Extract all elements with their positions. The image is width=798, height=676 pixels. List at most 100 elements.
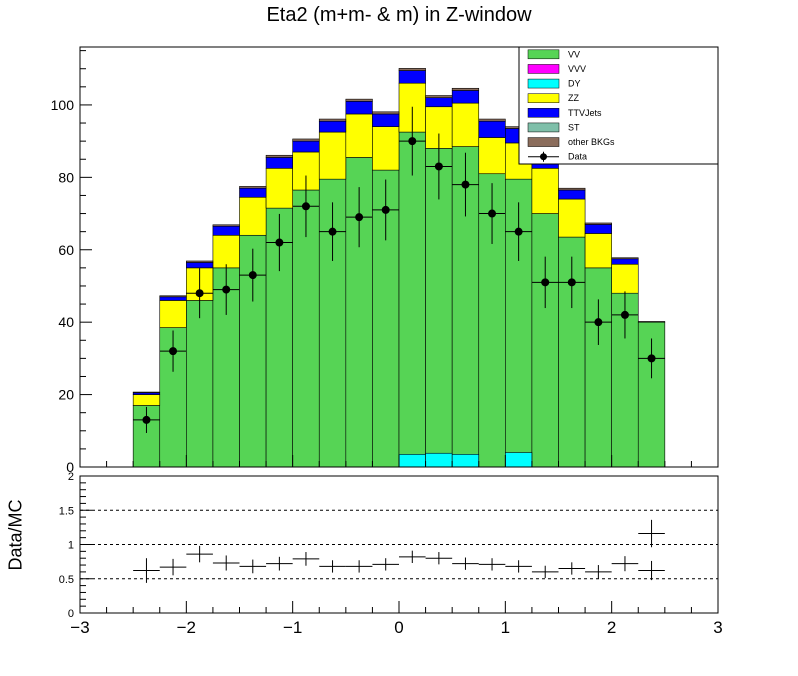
bar-other-bkgs-11 [425,95,453,98]
bar-other-bkgs-13 [478,118,506,122]
data-point-9 [381,205,390,214]
y-tick-label: 100 [51,97,75,113]
y-tick-label: 40 [58,314,74,330]
x-tick-label: 1 [501,618,510,637]
bar-other-bkgs-5 [265,154,293,158]
x-tick-label: 3 [713,618,722,637]
ratio-y-tick-label: 1 [68,540,74,552]
bar-zz-17 [584,233,612,269]
bar-other-bkgs-19 [637,321,666,323]
bar-ttvjets-10 [398,70,426,84]
x-tick-label: −2 [177,618,196,637]
legend-label-7: Data [568,152,587,162]
legend-label-4: TTVJets [568,108,602,118]
y-tick-label: 0 [66,459,74,475]
bar-other-bkgs-1 [159,295,187,298]
bar-ttvjets-4 [239,187,267,198]
bar-zz-5 [265,167,293,209]
bar-zz-3 [212,234,240,269]
bar-dy-14 [505,452,533,468]
bar-zz-0 [132,394,161,406]
bar-ttvjets-3 [212,225,240,236]
legend-label-3: ZZ [568,93,579,103]
bar-ttvjets-11 [425,97,453,108]
bar-zz-1 [159,300,187,328]
ratio-y-tick-label: 0 [68,608,74,620]
data-point-15 [541,278,550,287]
bar-vv-17 [584,267,612,468]
x-tick-label: 0 [394,618,403,637]
ratio-plot: 0 0.5 1 1.5 2 −3 −2 −1 0 1 2 3 [59,471,723,637]
bar-zz-18 [611,263,639,294]
data-point-10 [408,137,417,146]
data-point-8 [355,213,364,222]
data-point-17 [594,318,603,327]
legend-swatch-6 [527,137,560,147]
legend-swatch-0 [527,49,560,60]
bar-other-bkgs-12 [451,87,480,91]
bar-other-bkgs-10 [398,68,426,71]
data-point-16 [567,278,576,287]
bar-other-bkgs-9 [372,111,400,115]
bar-zz-7 [318,131,347,180]
data-point-12 [461,180,470,189]
y-tick-label: 80 [58,169,74,185]
bar-zz-15 [531,167,559,214]
legend-label-1: VVV [568,64,586,74]
bar-other-bkgs-16 [558,187,586,191]
data-point-0 [142,415,151,424]
bar-other-bkgs-6 [292,138,320,142]
bar-vv-15 [531,213,559,468]
bar-dy-12 [451,454,480,468]
bar-ttvjets-2 [186,262,214,269]
data-point-14 [514,227,523,236]
bar-zz-9 [372,126,400,171]
data-point-1 [169,347,178,356]
bar-ttvjets-18 [611,258,639,265]
bar-zz-16 [558,198,586,238]
x-tick-label: −1 [283,618,302,637]
data-point-7 [328,227,337,236]
legend-swatch-2 [527,78,560,89]
legend-swatch-4 [527,108,560,118]
bar-ttvjets-7 [318,120,347,133]
bar-ttvjets-13 [478,120,506,138]
ratio-y-tick-label: 2 [68,471,74,483]
bar-vv-10 [398,131,426,468]
bar-ttvjets-12 [451,90,480,104]
legend-swatch-5 [527,122,560,133]
legend-swatch-3 [527,93,560,103]
x-tick-label: 2 [607,618,616,637]
bar-ttvjets-5 [265,157,293,169]
bar-other-bkgs-0 [132,391,161,394]
data-point-13 [488,209,497,218]
bar-zz-12 [451,102,480,147]
ratio-y-tick-label: 0.5 [59,574,74,586]
bar-other-bkgs-7 [318,118,347,122]
bar-ttvjets-9 [372,113,400,127]
bar-ttvjets-17 [584,224,612,234]
bar-zz-13 [478,137,506,175]
bar-other-bkgs-18 [611,257,639,260]
ratio-y-tick-label: 1.5 [59,505,74,517]
bar-dy-11 [425,452,453,468]
bar-ttvjets-1 [159,296,187,301]
bar-other-bkgs-2 [186,260,214,263]
y-tick-label: 20 [58,387,74,403]
bar-other-bkgs-17 [584,222,612,225]
x-tick-label: −3 [70,618,89,637]
bar-other-bkgs-8 [345,98,373,102]
data-point-11 [434,162,443,171]
bar-other-bkgs-4 [239,186,267,189]
legend-data-marker [540,153,547,161]
data-point-3 [222,285,231,294]
bar-vv-2 [186,300,214,468]
data-point-19 [647,354,656,363]
data-point-2 [195,289,204,298]
bar-zz-8 [345,113,373,158]
bar-vv-11 [425,148,453,468]
data-point-4 [248,271,257,280]
bar-ttvjets-6 [292,140,320,153]
